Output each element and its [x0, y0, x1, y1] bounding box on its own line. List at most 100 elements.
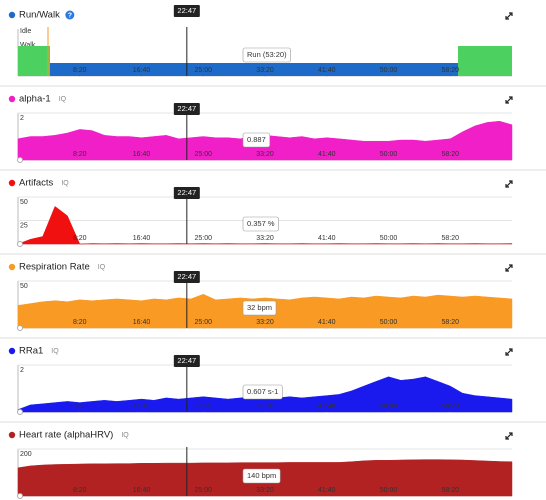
tooltip-text: 0.607 s-1	[247, 387, 278, 396]
x-tick-label: 16:40	[133, 319, 151, 326]
iq-badge: IQ	[59, 96, 67, 103]
x-tick-label: 41:40	[318, 151, 336, 158]
x-tick-label: 58:20	[441, 67, 459, 74]
x-tick-label: 50:00	[380, 319, 398, 326]
x-tick-label: 50:00	[380, 235, 398, 242]
y-tick-label: 50	[20, 199, 28, 206]
tooltip-text: 32 bpm	[247, 303, 272, 312]
panel-title: Run/Walk	[19, 10, 60, 21]
cursor-label-box	[173, 355, 200, 367]
x-tick-label: 8:20	[73, 403, 87, 410]
iq-badge: IQ	[61, 180, 69, 187]
panel-title: Artifacts	[19, 178, 54, 189]
y-category-label: Idle	[20, 28, 31, 35]
help-icon[interactable]	[65, 10, 75, 20]
state-segment	[18, 46, 50, 76]
cursor-label-box	[173, 5, 200, 17]
area-series	[17, 376, 513, 413]
x-tick-label: 8:20	[73, 487, 87, 494]
origin-marker	[17, 409, 23, 415]
x-tick-label: 33:20	[256, 151, 274, 158]
cursor-label: 22:47	[177, 6, 196, 15]
tooltip: 0.887	[242, 132, 271, 148]
expand-icon[interactable]	[505, 180, 513, 188]
x-tick-label: 58:20	[441, 319, 459, 326]
x-tick-label: 41:40	[318, 67, 336, 74]
x-tick-label: 33:20	[256, 403, 274, 410]
cursor-label: 22:47	[177, 188, 196, 197]
x-tick-label: 33:20	[256, 235, 274, 242]
origin-marker	[17, 241, 23, 247]
x-tick-label: 16:40	[133, 67, 151, 74]
x-tick-label: 16:40	[133, 151, 151, 158]
iq-badge: IQ	[98, 264, 106, 271]
x-tick-label: 41:40	[318, 403, 336, 410]
cursor-label: 22:47	[177, 356, 196, 365]
x-tick-label: 50:00	[380, 487, 398, 494]
cursor-label: 22:47	[177, 104, 196, 113]
x-tick-label: 41:40	[318, 235, 336, 242]
x-tick-label: 8:20	[73, 319, 87, 326]
cursor-label-box	[173, 187, 200, 199]
state-segment	[458, 46, 512, 76]
tooltip-box	[242, 384, 283, 400]
x-tick-label: 8:20	[73, 151, 87, 158]
tooltip-box	[242, 132, 271, 148]
origin-marker	[17, 325, 23, 331]
origin-marker	[17, 157, 23, 163]
title-dot	[8, 179, 16, 187]
cursor-label-box	[173, 271, 200, 283]
tooltip-text: 0.357 %	[247, 219, 275, 228]
tooltip-box	[242, 468, 281, 484]
origin-marker	[17, 493, 23, 499]
expand-icon[interactable]	[505, 348, 513, 356]
tooltip: 0.357 %	[242, 216, 279, 232]
panel-title: Respiration Rate	[19, 262, 90, 273]
x-tick-label: 58:20	[441, 235, 459, 242]
state-segment	[49, 63, 459, 76]
x-tick-label: 33:20	[256, 487, 274, 494]
tooltip: 0.607 s-1	[242, 384, 283, 400]
x-tick-label: 8:20	[73, 235, 87, 242]
cursor-label-box	[173, 103, 200, 115]
expand-icon[interactable]	[505, 12, 513, 20]
panel-title: RRa1	[19, 346, 43, 357]
x-tick-label: 16:40	[133, 403, 151, 410]
x-tick-label: 50:00	[380, 403, 398, 410]
x-tick-label: 16:40	[133, 487, 151, 494]
y-tick-label: 2	[20, 115, 24, 122]
x-tick-label: 58:20	[441, 151, 459, 158]
iq-badge: IQ	[51, 348, 59, 355]
x-tick-label: 41:40	[318, 319, 336, 326]
tooltip-text: Run (53:20)	[247, 50, 287, 59]
area-series	[17, 206, 513, 245]
tooltip-box	[242, 216, 279, 232]
title-dot	[8, 431, 16, 439]
x-tick-label: 25:00	[194, 151, 212, 158]
x-tick-label: 8:20	[73, 67, 87, 74]
expand-icon[interactable]	[505, 264, 513, 272]
x-tick-label: 33:20	[256, 67, 274, 74]
y-tick-label: 25	[20, 222, 28, 229]
x-tick-label: 58:20	[441, 487, 459, 494]
tooltip-text: 0.887	[247, 135, 266, 144]
y-tick-label: 2	[20, 367, 24, 374]
x-tick-label: 25:00	[194, 487, 212, 494]
tooltip-text: 140 bpm	[247, 471, 276, 480]
x-tick-label: 16:40	[133, 235, 151, 242]
iq-badge: IQ	[121, 432, 129, 439]
help-icon-mark[interactable]: ?	[68, 12, 72, 19]
expand-icon[interactable]	[505, 432, 513, 440]
y-category-label: Walk	[20, 42, 36, 49]
expand-icon[interactable]	[505, 96, 513, 104]
x-tick-label: 25:00	[194, 403, 212, 410]
panel-title: alpha-1	[19, 94, 51, 105]
panel-title: Heart rate (alphaHRV)	[19, 430, 113, 441]
title-dot	[8, 95, 16, 103]
x-tick-label: 33:20	[256, 319, 274, 326]
x-tick-label: 50:00	[380, 151, 398, 158]
title-dot	[8, 263, 16, 271]
x-tick-label: 25:00	[194, 235, 212, 242]
tooltip-box	[242, 47, 291, 63]
